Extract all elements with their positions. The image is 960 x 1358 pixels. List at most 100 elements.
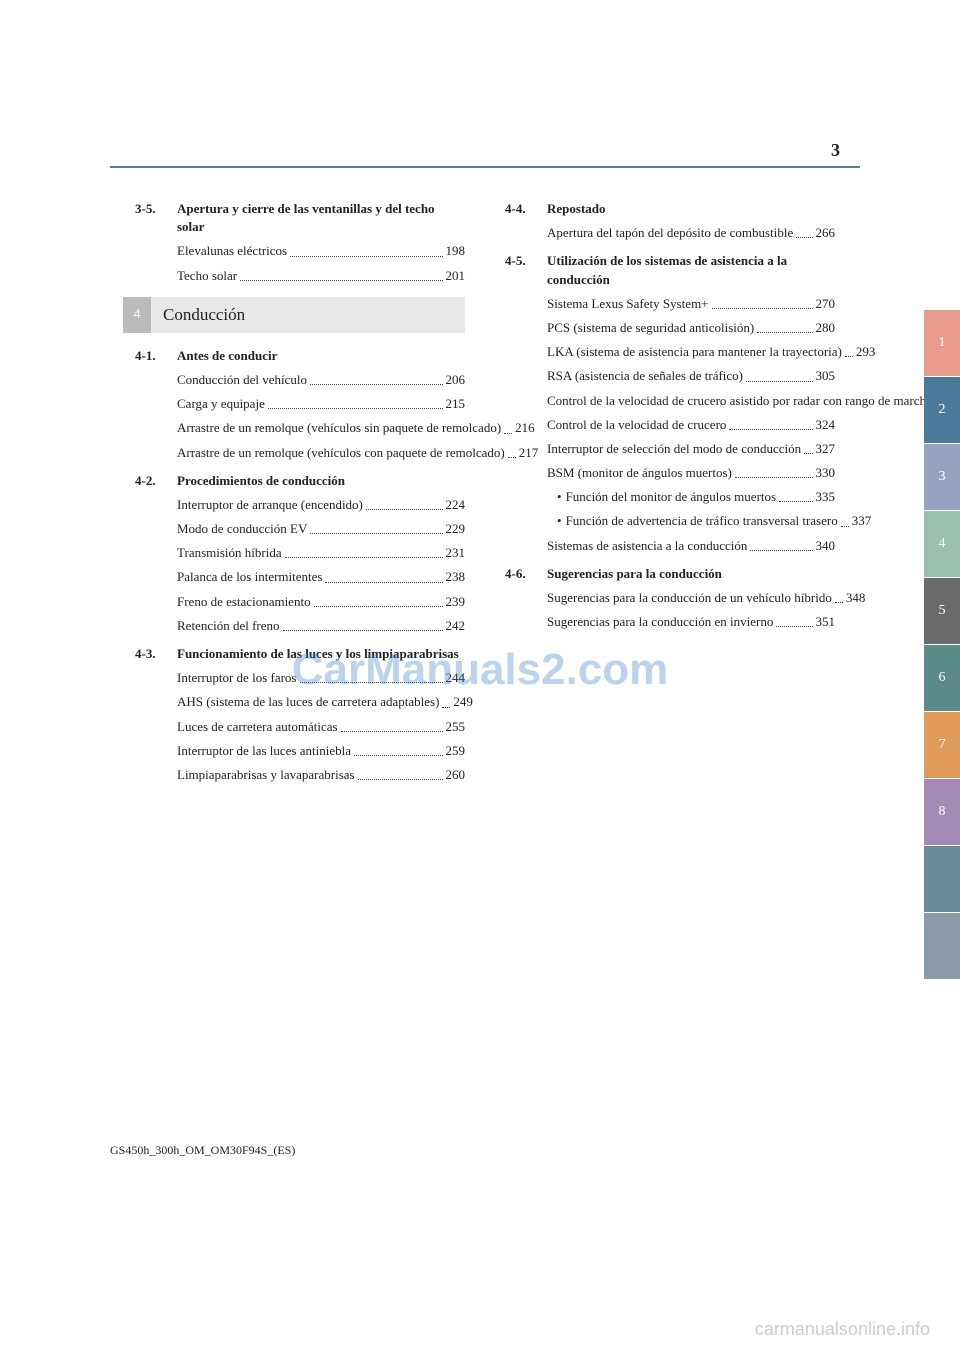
right-column: 4-4. Repostado Apertura del tapón del de… xyxy=(505,200,835,794)
leader-dots xyxy=(240,280,442,281)
toc-entry: LKA (sistema de asistencia para mantener… xyxy=(547,343,835,361)
entry-label: Control de la velocidad de crucero xyxy=(547,416,726,434)
entry-label: Control de la velocidad de crucero asist… xyxy=(547,392,960,410)
subsection: 4-3. Funcionamiento de las luces y los l… xyxy=(135,645,465,784)
entry-label: Sugerencias para la conducción en invier… xyxy=(547,613,773,631)
entry-page: 201 xyxy=(446,267,466,285)
toc-entries: Sugerencias para la conducción de un veh… xyxy=(505,589,835,631)
entry-label: PCS (sistema de seguridad anticolisión) xyxy=(547,319,754,337)
side-tab[interactable]: 8 xyxy=(924,779,960,845)
subsection-header: 3-5. Apertura y cierre de las ventanilla… xyxy=(135,200,465,236)
subsection-number: 4-3. xyxy=(135,645,177,663)
entry-page: 327 xyxy=(816,440,836,458)
toc-entry: Modo de conducción EV 229 xyxy=(177,520,465,538)
toc-entries: Interruptor de los faros 244 AHS (sistem… xyxy=(135,669,465,784)
toc-entry: Sugerencias para la conducción en invier… xyxy=(547,613,835,631)
toc-entry: Elevalunas eléctricos 198 xyxy=(177,242,465,260)
footer-code: GS450h_300h_OM_OM30F94S_(ES) xyxy=(110,1143,295,1158)
subsection-number: 4-1. xyxy=(135,347,177,365)
entry-page: 305 xyxy=(816,367,836,385)
entry-page: 351 xyxy=(816,613,836,631)
subsection-number: 4-4. xyxy=(505,200,547,218)
subsection-number: 4-5. xyxy=(505,252,547,288)
entry-label: Interruptor de selección del modo de con… xyxy=(547,440,801,458)
entry-label: Retención del freno xyxy=(177,617,280,635)
toc-entry: Control de la velocidad de crucero 324 xyxy=(547,416,835,434)
side-tab[interactable] xyxy=(924,913,960,979)
side-tab[interactable]: 5 xyxy=(924,578,960,644)
toc-entry: Retención del freno 242 xyxy=(177,617,465,635)
side-tab[interactable]: 3 xyxy=(924,444,960,510)
subsection-number: 4-2. xyxy=(135,472,177,490)
toc-entries: Conducción del vehículo 206 Carga y equi… xyxy=(135,371,465,462)
entry-page: 270 xyxy=(816,295,836,313)
entry-page: 231 xyxy=(446,544,466,562)
leader-dots xyxy=(300,682,443,683)
entry-page: 260 xyxy=(446,766,466,784)
leader-dots xyxy=(776,626,812,627)
toc-entry: RSA (asistencia de señales de tráfico) 3… xyxy=(547,367,835,385)
entry-page: 198 xyxy=(446,242,466,260)
entry-label: Interruptor de los faros xyxy=(177,669,297,687)
subsection: 4-4. Repostado Apertura del tapón del de… xyxy=(505,200,835,242)
side-tab[interactable]: 6 xyxy=(924,645,960,711)
bullet-icon: • xyxy=(557,512,562,530)
side-tab[interactable]: 1 xyxy=(924,310,960,376)
entry-page: 244 xyxy=(446,669,466,687)
toc-entry: AHS (sistema de las luces de carretera a… xyxy=(177,693,465,711)
entry-label: Sistema Lexus Safety System+ xyxy=(547,295,709,313)
side-tab[interactable]: 4 xyxy=(924,511,960,577)
entry-label: Freno de estacionamiento xyxy=(177,593,311,611)
entry-label: Función del monitor de ángulos muertos xyxy=(566,488,777,506)
leader-dots xyxy=(341,731,443,732)
leader-dots xyxy=(310,384,443,385)
entry-page: 293 xyxy=(856,343,876,361)
toc-entries: Apertura del tapón del depósito de combu… xyxy=(505,224,835,242)
chapter-number-box: 4 xyxy=(123,297,151,333)
toc-entry: Conducción del vehículo 206 xyxy=(177,371,465,389)
toc-entry: Interruptor de los faros 244 xyxy=(177,669,465,687)
entry-page: 206 xyxy=(446,371,466,389)
subsection-header: 4-1. Antes de conducir xyxy=(135,347,465,365)
entry-label: Función de advertencia de tráfico transv… xyxy=(566,512,838,530)
entry-page: 242 xyxy=(446,617,466,635)
toc-entry: Interruptor de las luces antiniebla 259 xyxy=(177,742,465,760)
side-tab[interactable]: 2 xyxy=(924,377,960,443)
toc-entry: Limpiaparabrisas y lavaparabrisas 260 xyxy=(177,766,465,784)
entry-label: Carga y equipaje xyxy=(177,395,265,413)
entry-page: 324 xyxy=(816,416,836,434)
side-tab[interactable]: 7 xyxy=(924,712,960,778)
leader-dots xyxy=(358,779,443,780)
entry-page: 215 xyxy=(446,395,466,413)
leader-dots xyxy=(804,453,812,454)
subsection-title: Sugerencias para la conducción xyxy=(547,565,835,583)
entry-label: Sistemas de asistencia a la conducción xyxy=(547,537,747,555)
toc-entries: Sistema Lexus Safety System+ 270 PCS (si… xyxy=(505,295,835,555)
toc-sub-entry: • Función de advertencia de tráfico tran… xyxy=(547,512,835,530)
side-tab[interactable] xyxy=(924,846,960,912)
chapter-title: Conducción xyxy=(163,303,245,327)
entry-label: Arrastre de un remolque (vehículos sin p… xyxy=(177,419,501,437)
leader-dots xyxy=(290,256,442,257)
leader-dots xyxy=(283,630,443,631)
left-column: 3-5. Apertura y cierre de las ventanilla… xyxy=(135,200,465,794)
toc-entry: Transmisión híbrida 231 xyxy=(177,544,465,562)
entry-label: AHS (sistema de las luces de carretera a… xyxy=(177,693,439,711)
subsection-number: 4-6. xyxy=(505,565,547,583)
entry-page: 249 xyxy=(453,693,473,711)
entry-label: Arrastre de un remolque (vehículos con p… xyxy=(177,444,505,462)
leader-dots xyxy=(354,755,443,756)
leader-dots xyxy=(310,533,442,534)
leader-dots xyxy=(757,332,812,333)
content-area: 3-5. Apertura y cierre de las ventanilla… xyxy=(135,200,835,794)
side-tabs: 12345678 xyxy=(924,310,960,980)
leader-dots xyxy=(750,550,812,551)
subsection-title: Procedimientos de conducción xyxy=(177,472,465,490)
entry-label: Techo solar xyxy=(177,267,237,285)
entry-label: LKA (sistema de asistencia para mantener… xyxy=(547,343,842,361)
bullet-icon: • xyxy=(557,488,562,506)
leader-dots xyxy=(442,707,450,708)
toc-entry: Freno de estacionamiento 239 xyxy=(177,593,465,611)
toc-entry: Arrastre de un remolque (vehículos con p… xyxy=(177,444,465,462)
entry-label: Interruptor de arranque (encendido) xyxy=(177,496,363,514)
